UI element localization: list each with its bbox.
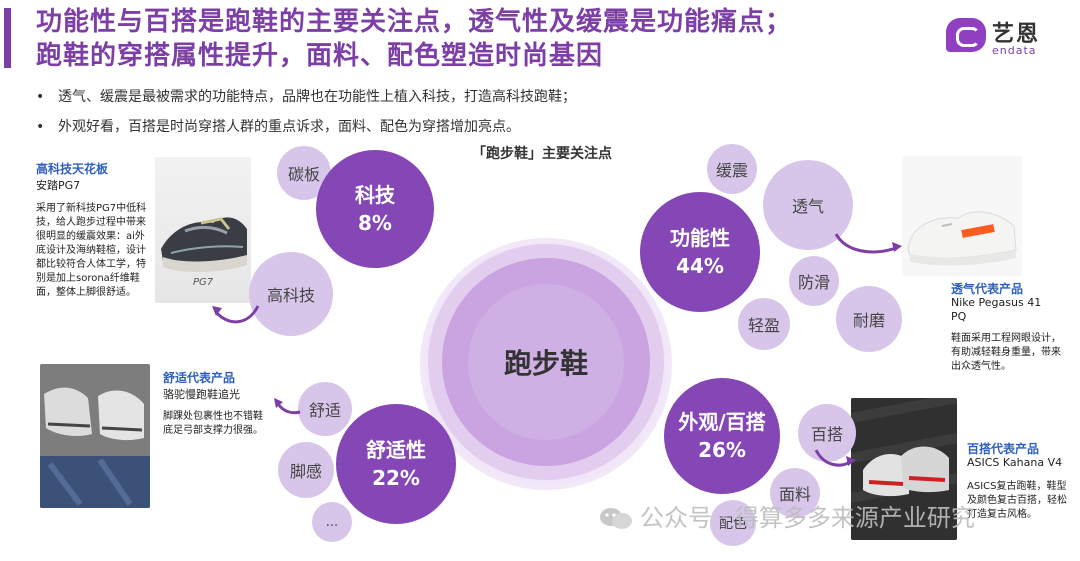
- match-card-desc: ASICS复古跑鞋，鞋型及颜色复古百搭，轻松打造复古风格。: [967, 481, 1067, 520]
- breath-card-title: 透气代表产品: [951, 282, 1024, 296]
- bullet-mark: •: [36, 89, 45, 105]
- match-card-title: 百搭代表产品: [967, 442, 1040, 456]
- keyword-bubble-colorway: 配色: [710, 500, 756, 546]
- wechat-icon: [600, 508, 632, 529]
- keyword-bubble-high-tech: 高科技: [249, 252, 333, 336]
- center-bubble-running-shoes: 跑步鞋: [468, 284, 624, 440]
- curved-arrow-icon: [834, 233, 902, 254]
- category-bubble-function: 功能性 44%: [640, 192, 760, 312]
- category-name: 科技: [355, 183, 395, 207]
- category-name: 舒适性: [366, 438, 426, 462]
- keyword-bubble-light: 轻盈: [738, 298, 790, 350]
- tech-card-product: 安踏PG7: [36, 179, 81, 192]
- camel-shoe-photo: [40, 364, 150, 508]
- endata-logo: 艺恩 endata: [946, 16, 1058, 60]
- keyword-bubble-carbon-plate: 碳板: [277, 146, 331, 200]
- keyword-bubble-versatile: 百搭: [798, 404, 856, 462]
- category-percent: 22%: [372, 466, 420, 490]
- comfort-card-product: 骆驼慢跑鞋追光: [163, 388, 240, 401]
- keyword-label: 配色: [719, 516, 747, 532]
- logo-cn-text: 艺恩: [992, 22, 1041, 47]
- keyword-bubble-anti-slip: 防滑: [789, 256, 839, 306]
- keyword-label: ...: [325, 514, 339, 530]
- keyword-label: 耐磨: [852, 311, 885, 330]
- pg7-label: PG7: [193, 277, 214, 288]
- keyword-label: 防滑: [797, 273, 830, 292]
- curved-arrow-icon: [212, 305, 260, 324]
- category-percent: 44%: [676, 254, 724, 278]
- bullet-text: 外观好看，百搭是时尚穿搭人群的重点诉求，面料、配色为穿搭增加亮点。: [58, 119, 520, 135]
- comfort-card-desc: 脚踝处包裹性也不错鞋底足弓部支撑力很强。: [163, 411, 263, 436]
- keyword-bubble-fabric: 面料: [770, 468, 820, 518]
- category-bubble-comfort: 舒适性 22%: [336, 404, 456, 524]
- breath-card-product-line1: Nike Pegasus 41: [951, 296, 1042, 309]
- keyword-label: 碳板: [287, 165, 320, 184]
- keyword-label: 百搭: [810, 425, 843, 444]
- keyword-label: 高科技: [266, 286, 315, 305]
- keyword-label: 轻盈: [747, 316, 780, 335]
- keyword-label: 缓震: [715, 161, 748, 180]
- watermark-text: 公众号 · 得算多多来源产业研究: [640, 504, 975, 532]
- bullet-text: 透气、缓震是最被需求的功能特点，品牌也在功能性上植入科技，打造高科技跑鞋；: [58, 89, 576, 105]
- category-percent: 26%: [698, 438, 746, 462]
- page-title-line1: 功能性与百搭是跑鞋的主要关注点，透气性及缓震是功能痛点；: [36, 7, 793, 37]
- category-percent: 8%: [358, 211, 392, 235]
- breath-card-desc: 鞋面采用工程网眼设计，有助减轻鞋身重量，带来出众透气性。: [951, 333, 1061, 372]
- keyword-label: 舒适: [308, 401, 341, 420]
- title-accent-bar: [4, 8, 11, 68]
- comfort-card-title: 舒适代表产品: [163, 371, 236, 385]
- category-bubble-tech: 科技 8%: [316, 150, 434, 268]
- match-card-product: ASICS Kahana V4: [967, 456, 1063, 469]
- keyword-label: 透气: [791, 197, 824, 216]
- category-bubble-appearance: 外观/百搭 26%: [664, 378, 780, 494]
- category-name: 外观/百搭: [678, 410, 766, 434]
- keyword-bubble-wear-resistant: 耐磨: [836, 286, 902, 352]
- bullet-item: • 透气、缓震是最被需求的功能特点，品牌也在功能性上植入科技，打造高科技跑鞋；: [36, 86, 576, 106]
- chart-title: 「跑步鞋」主要关注点: [472, 146, 612, 162]
- category-name: 功能性: [670, 226, 730, 250]
- curved-arrow-icon: [814, 449, 856, 467]
- breath-card-product-line2: PQ: [951, 310, 967, 323]
- nike-pegasus-shoe-image: [902, 156, 1022, 276]
- logo-en-text: endata: [992, 44, 1037, 57]
- keyword-bubble-foot-feel: 脚感: [278, 442, 334, 498]
- keyword-bubble-cushion: 缓震: [707, 144, 757, 194]
- tech-card-title: 高科技天花板: [36, 162, 109, 176]
- anta-pg7-shoe-image: PG7: [155, 157, 251, 303]
- keyword-bubble-comfort: 舒适: [298, 382, 352, 436]
- keyword-label: 脚感: [289, 462, 322, 481]
- keyword-label: 面料: [778, 485, 811, 504]
- endata-logo-icon: [946, 18, 986, 52]
- asics-kahana-photo: [851, 398, 957, 540]
- bullet-item: • 外观好看，百搭是时尚穿搭人群的重点诉求，面料、配色为穿搭增加亮点。: [36, 116, 520, 136]
- keyword-bubble-more: ...: [312, 502, 352, 542]
- curved-arrow-icon: [274, 398, 301, 415]
- page-title-line2: 跑鞋的穿搭属性提升，面料、配色塑造时尚基因: [36, 41, 604, 71]
- tech-card-desc: 采用了新科技PG7中低科技，给人跑步过程中带来很明显的缓震效果：ai外底设计及海…: [36, 203, 147, 298]
- bullet-mark: •: [36, 119, 45, 135]
